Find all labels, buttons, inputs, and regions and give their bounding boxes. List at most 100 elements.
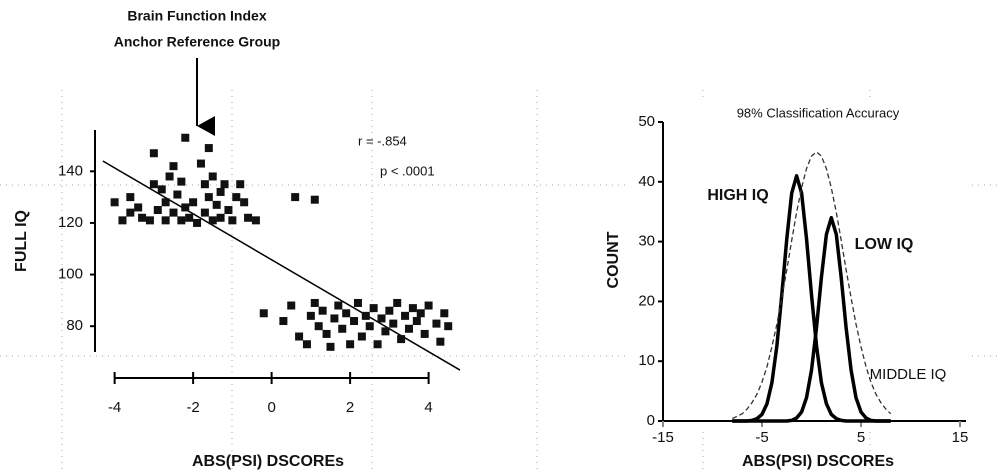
point	[220, 180, 229, 189]
point	[173, 190, 182, 199]
point	[377, 314, 386, 323]
y-tick-label: 20	[638, 292, 655, 309]
point	[244, 213, 253, 222]
point	[118, 216, 127, 225]
point	[353, 298, 362, 307]
chart-title: 98% Classification Accuracy	[737, 105, 900, 120]
x-tick-label: 0	[267, 399, 275, 416]
y-tick-label: 50	[638, 113, 655, 130]
point	[432, 319, 441, 328]
point	[408, 304, 417, 313]
point	[134, 203, 143, 212]
point	[236, 180, 245, 189]
point	[126, 208, 135, 217]
series-line	[732, 174, 891, 423]
point	[338, 324, 347, 333]
point	[193, 218, 202, 227]
point	[401, 311, 410, 320]
y-axis-label: FULL IQ	[13, 210, 30, 272]
point	[279, 317, 288, 326]
point	[393, 298, 402, 307]
point	[138, 213, 147, 222]
point	[365, 322, 374, 331]
x-tick-label: -2	[186, 399, 199, 416]
series-label: MIDDLE IQ	[870, 366, 947, 383]
fit-line	[102, 160, 461, 371]
point	[322, 329, 331, 338]
point	[189, 198, 198, 207]
stat-text: r = -.854	[358, 133, 407, 148]
point	[404, 324, 413, 333]
point	[373, 340, 382, 349]
point	[346, 340, 355, 349]
x-tick-label: -15	[652, 429, 674, 446]
point	[181, 133, 190, 142]
annotation-text: Brain Function Index	[127, 8, 266, 24]
point	[420, 329, 429, 338]
point	[208, 216, 217, 225]
point	[357, 332, 366, 341]
point	[169, 208, 178, 217]
point	[397, 335, 406, 344]
point	[444, 322, 453, 331]
point	[177, 216, 186, 225]
point	[149, 149, 158, 158]
series-label: LOW IQ	[855, 236, 914, 253]
point	[440, 309, 449, 318]
point	[149, 180, 158, 189]
series-line	[732, 151, 892, 420]
point	[145, 216, 154, 225]
x-tick-label: -5	[755, 429, 768, 446]
y-tick-label: 120	[58, 214, 83, 231]
point	[291, 193, 300, 202]
point	[181, 203, 190, 212]
point	[126, 193, 135, 202]
point	[200, 180, 209, 189]
point	[177, 177, 186, 186]
point	[153, 206, 162, 215]
point	[350, 317, 359, 326]
point	[216, 187, 225, 196]
point	[342, 309, 351, 318]
point	[381, 327, 390, 336]
y-tick-label: 40	[638, 173, 655, 190]
point	[169, 162, 178, 171]
point	[196, 159, 205, 168]
point	[302, 340, 311, 349]
point	[240, 198, 249, 207]
panel-background	[630, 100, 970, 430]
point	[161, 198, 170, 207]
point	[318, 306, 327, 315]
point	[424, 301, 433, 310]
x-tick-label: 5	[857, 429, 865, 446]
point	[228, 216, 237, 225]
point	[330, 314, 339, 323]
point	[287, 301, 296, 310]
y-tick-label: 10	[638, 352, 655, 369]
series-line	[732, 215, 891, 423]
y-tick-label: 100	[58, 266, 83, 283]
stat-text: p < .0001	[380, 163, 435, 178]
point	[161, 216, 170, 225]
point	[251, 216, 260, 225]
y-axis-label: COUNT	[605, 231, 622, 288]
point	[212, 200, 221, 209]
y-tick-label: 140	[58, 162, 83, 179]
point	[412, 317, 421, 326]
point	[295, 332, 304, 341]
point	[232, 193, 241, 202]
point	[334, 301, 343, 310]
point	[389, 319, 398, 328]
point	[310, 298, 319, 307]
point	[310, 195, 319, 204]
y-tick-label: 80	[66, 317, 83, 334]
x-axis-label: ABS(PSI) DSCOREs	[192, 453, 344, 470]
point	[306, 311, 315, 320]
point	[361, 311, 370, 320]
y-tick-label: 30	[638, 233, 655, 250]
point	[157, 185, 166, 194]
x-tick-label: 15	[952, 429, 969, 446]
x-tick-label: -4	[108, 399, 121, 416]
point	[436, 337, 445, 346]
